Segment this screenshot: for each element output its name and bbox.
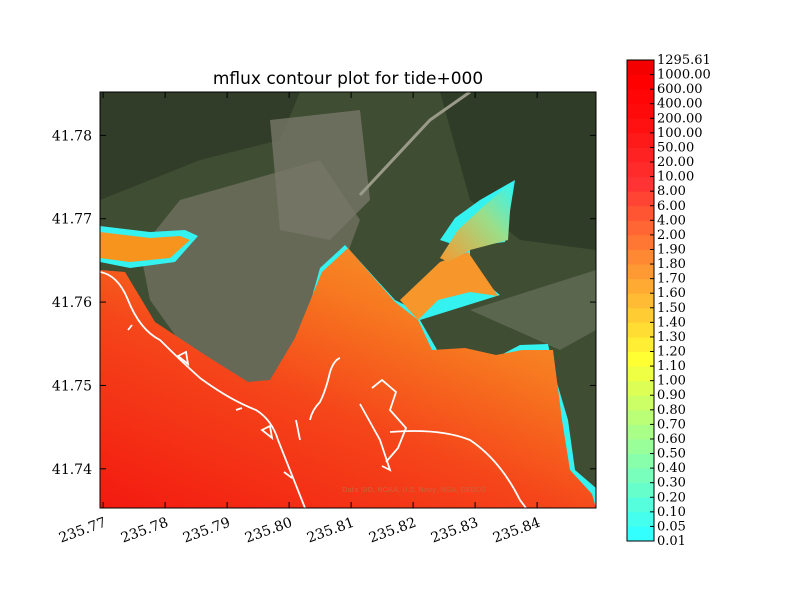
colorbar-label: 50.00: [657, 140, 694, 155]
forest-dark-patch: [440, 92, 596, 250]
urban-patch: [270, 110, 370, 240]
colorbar-swatch: [627, 264, 654, 280]
flux-field-left-arm: [100, 232, 190, 262]
colorbar-swatch: [627, 118, 654, 134]
x-tick-label: 235.82: [367, 515, 419, 547]
colorbar-swatch: [627, 307, 654, 323]
colorbar-label: 0.10: [657, 505, 686, 520]
y-tick-label: 41.76: [52, 295, 92, 311]
colorbar-label: 0.90: [657, 388, 686, 403]
colorbar-swatch: [627, 147, 654, 163]
colorbar-label: 1.20: [657, 345, 686, 360]
colorbar-swatch: [627, 380, 654, 396]
colorbar-swatch: [627, 278, 654, 294]
colorbar-label: 1.70: [657, 272, 686, 287]
colorbar-swatch: [627, 132, 654, 148]
colorbar-swatch: [627, 322, 654, 338]
y-tick-label: 41.75: [52, 378, 92, 394]
colorbar-label: 20.00: [657, 155, 694, 170]
colorbar-label: 1.60: [657, 286, 686, 301]
colorbar-label: 0.50: [657, 447, 686, 462]
colorbar-label: 0.60: [657, 432, 686, 447]
colorbar-frame: [626, 59, 655, 542]
colorbar-label: 1295.61: [657, 53, 711, 68]
colorbar-swatch: [627, 60, 654, 75]
forest-dark-patch: [100, 92, 300, 200]
y-tick-label: 41.74: [52, 462, 92, 478]
x-tick-label: 235.79: [181, 515, 233, 547]
colorbar-label: 0.40: [657, 461, 686, 476]
colorbar-swatch: [627, 424, 654, 440]
y-axis: 41.74 41.75 41.76 41.77 41.78: [52, 128, 596, 478]
x-tick-label: 235.81: [305, 515, 357, 547]
flux-field-main: [100, 248, 596, 508]
colorbar-label: 2.00: [657, 228, 686, 243]
x-tick-label: 235.80: [243, 515, 295, 547]
colorbar-swatch: [627, 511, 654, 527]
colorbar-label: 1.30: [657, 330, 686, 345]
colorbar-swatch: [627, 409, 654, 425]
shoreline-contours: [100, 271, 527, 508]
x-tick-label: 235.84: [491, 515, 543, 547]
colorbar-swatch: [627, 205, 654, 221]
colorbar-label: 1.10: [657, 359, 686, 374]
colorbar-label: 8.00: [657, 184, 686, 199]
colorbar-swatch: [627, 438, 654, 454]
highway-line: [358, 92, 471, 197]
colorbar-swatch: [627, 468, 654, 484]
colorbar-label: 100.00: [657, 126, 703, 141]
urban-patch: [470, 270, 596, 350]
flux-channel-upper: [440, 182, 512, 262]
chart-title: mflux contour plot for tide+000: [213, 69, 483, 89]
colorbar-swatch: [627, 497, 654, 513]
colorbar-swatch: [627, 234, 654, 250]
colorbar-swatch: [627, 526, 654, 542]
colorbar-swatch: [627, 293, 654, 309]
colorbar-label: 6.00: [657, 199, 686, 214]
colorbar-swatch: [627, 176, 654, 192]
colorbar-label: 1000.00: [657, 68, 711, 83]
colorbar-label: 1.50: [657, 301, 686, 316]
colorbar-swatch: [627, 191, 654, 207]
colorbar-label: 0.30: [657, 476, 686, 491]
colorbar-swatch: [627, 249, 654, 265]
colorbar-swatch: [627, 395, 654, 411]
x-tick-label: 235.78: [119, 515, 171, 547]
x-tick-label: 235.83: [429, 515, 481, 547]
colorbar-label: 0.05: [657, 519, 686, 534]
colorbar-label: 0.80: [657, 403, 686, 418]
colorbar: 0.010.050.100.200.300.400.500.600.700.80…: [626, 53, 711, 549]
colorbar-label: 1.90: [657, 242, 686, 257]
flux-channel: [400, 252, 498, 320]
colorbar-label: 1.80: [657, 257, 686, 272]
colorbar-label: 0.70: [657, 417, 686, 432]
colorbar-swatch: [627, 220, 654, 236]
map-credit: Data SIO, NOAA, U.S. Navy, NGA, GEBCO: [342, 486, 486, 494]
colorbar-label: 1.00: [657, 374, 686, 389]
plot-area: Data SIO, NOAA, U.S. Navy, NGA, GEBCO: [100, 92, 596, 508]
colorbar-swatch: [627, 482, 654, 498]
colorbar-label: 0.01: [657, 534, 686, 549]
colorbar-swatch: [627, 103, 654, 119]
colorbar-swatch: [627, 74, 654, 90]
x-tick-label: 235.77: [57, 515, 109, 547]
y-tick-label: 41.77: [52, 212, 92, 228]
colorbar-label: 1.40: [657, 315, 686, 330]
y-tick-label: 41.78: [52, 128, 92, 144]
colorbar-label: 0.20: [657, 490, 686, 505]
colorbar-label: 4.00: [657, 213, 686, 228]
colorbar-swatch: [627, 453, 654, 469]
colorbar-label: 400.00: [657, 97, 703, 112]
axes-frame: [99, 91, 597, 509]
colorbar-swatch: [627, 366, 654, 382]
colorbar-swatch: [627, 89, 654, 105]
colorbar-swatch: [627, 162, 654, 178]
colorbar-swatch: [627, 336, 654, 352]
colorbar-label: 10.00: [657, 170, 694, 185]
colorbar-swatch: [627, 351, 654, 367]
colorbar-label: 600.00: [657, 82, 703, 97]
colorbar-label: 200.00: [657, 111, 703, 126]
